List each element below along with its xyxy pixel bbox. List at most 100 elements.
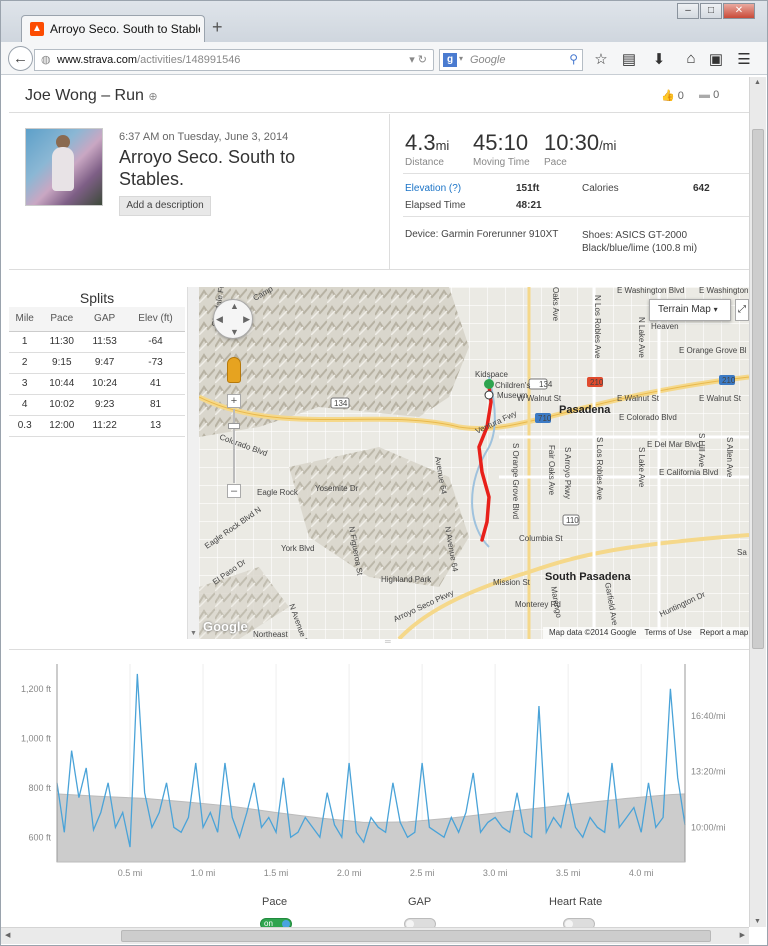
- svg-text:York Blvd: York Blvd: [281, 544, 315, 553]
- svg-text:S Hill Ave: S Hill Ave: [697, 433, 706, 468]
- new-tab-icon[interactable]: +: [212, 17, 223, 37]
- split-cell: 0.3: [9, 415, 41, 437]
- svg-text:134: 134: [334, 399, 348, 408]
- menu-icon[interactable]: ☰: [737, 51, 751, 68]
- back-icon[interactable]: ←: [8, 46, 33, 71]
- split-cell: 9:15: [40, 352, 84, 374]
- strava-favicon-icon: ▲: [30, 22, 44, 36]
- x-tick-label: 2.5 mi: [410, 868, 435, 878]
- y-left-tick-label: 600 ft: [28, 832, 51, 842]
- y-right-tick-label: 16:40/mi: [691, 711, 726, 721]
- street-view-pegman-icon[interactable]: [227, 357, 241, 383]
- activity-summary: 6:37 AM on Tuesday, June 3, 2014 Arroyo …: [9, 114, 749, 270]
- heart-rate-toggle[interactable]: [563, 918, 595, 927]
- pan-right-icon[interactable]: ▶: [243, 314, 250, 324]
- split-row[interactable]: 1 11:30 11:53 -64: [9, 331, 185, 353]
- pace-toggle[interactable]: on: [260, 918, 292, 927]
- athlete-avatar[interactable]: [25, 128, 103, 206]
- scroll-down-icon[interactable]: ▼: [754, 918, 761, 925]
- split-column-header: GAP: [83, 307, 127, 332]
- gap-toggle[interactable]: [404, 918, 436, 927]
- route-map[interactable]: 134 134 210 210 710 110 E Washington Blv…: [199, 287, 749, 639]
- scroll-left-icon[interactable]: ◀: [5, 932, 11, 939]
- pan-left-icon[interactable]: ◀: [216, 314, 223, 324]
- svg-text:S Arroyo Pkwy: S Arroyo Pkwy: [563, 447, 572, 499]
- split-cell: -73: [126, 352, 185, 374]
- scroll-up-icon[interactable]: ▲: [754, 79, 761, 86]
- terms-link[interactable]: Terms of Use: [644, 628, 692, 637]
- split-cell: 11:30: [40, 331, 84, 353]
- split-column-header: Mile: [9, 307, 41, 332]
- split-cell: 41: [126, 373, 185, 395]
- pan-down-icon[interactable]: ▼: [230, 327, 239, 337]
- split-cell: 2: [9, 352, 41, 374]
- svg-text:South Pasadena: South Pasadena: [545, 571, 631, 583]
- zoom-slider-track[interactable]: [233, 409, 235, 483]
- dropdown-icon[interactable]: ▾: [459, 54, 464, 63]
- screenshot-icon[interactable]: ▣: [708, 51, 724, 68]
- zoom-out-button[interactable]: –: [227, 484, 241, 498]
- split-row[interactable]: 4 10:02 9:23 81: [9, 394, 185, 416]
- minimize-icon[interactable]: –: [677, 3, 699, 19]
- split-cell: 4: [9, 394, 41, 416]
- elapsed-time-label: Elapsed Time: [405, 200, 466, 211]
- zoom-in-button[interactable]: +: [227, 394, 241, 408]
- reading-list-icon[interactable]: ▤: [621, 51, 637, 68]
- activity-title[interactable]: Arroyo Seco. South to Stables.: [119, 147, 296, 189]
- reload-icon[interactable]: ▾ ↻: [409, 54, 427, 66]
- fullscreen-icon[interactable]: ⤢: [735, 299, 749, 321]
- home-icon[interactable]: ⌂: [686, 50, 696, 67]
- pan-up-icon[interactable]: ▲: [230, 301, 239, 311]
- download-icon[interactable]: ⬇: [652, 51, 666, 68]
- pan-control[interactable]: ▲ ◀ ▶ ▼: [213, 299, 253, 339]
- moving-time-stat: 45:10 Moving Time: [473, 130, 530, 168]
- scroll-thumb[interactable]: [121, 930, 711, 942]
- globe-icon: ◍: [41, 54, 51, 66]
- elevation-pace-chart[interactable]: 0.5 mi 1.0 mi 1.5 mi 2.0 mi 2.5 mi 3.0 mi 3.5 …: [9, 649, 749, 927]
- pace-line: [56, 673, 686, 848]
- url-bar[interactable]: ◍ www.strava.com/activities/148991546 ▾ …: [34, 49, 434, 71]
- svg-text:Monterey Rd: Monterey Rd: [515, 600, 561, 609]
- split-row[interactable]: 3 10:44 10:24 41: [9, 373, 185, 395]
- elevation-help-link[interactable]: Elevation (?): [405, 183, 462, 194]
- elapsed-time-value: 48:21: [516, 200, 542, 211]
- maximize-icon[interactable]: □: [700, 3, 722, 19]
- svg-text:Sa: Sa: [737, 548, 747, 557]
- svg-text:S Allen Ave: S Allen Ave: [725, 437, 734, 478]
- x-tick-label: 3.5 mi: [556, 868, 581, 878]
- scroll-right-icon[interactable]: ▶: [739, 932, 745, 939]
- zoom-slider-handle[interactable]: [228, 423, 240, 429]
- svg-text:S Orange Grove Blvd: S Orange Grove Blvd: [511, 443, 520, 519]
- svg-text:Heaven: Heaven: [651, 322, 679, 331]
- chevron-down-icon: ▾: [713, 305, 718, 314]
- split-cell: 13: [126, 415, 185, 437]
- svg-text:E Walnut St: E Walnut St: [617, 394, 660, 403]
- tab-title: Arroyo Seco. South to Stables. ...: [50, 22, 200, 36]
- map-type-select[interactable]: Terrain Map ▾: [649, 299, 731, 321]
- search-icon[interactable]: ⚲: [569, 52, 578, 66]
- title-bar: ▲ Arroyo Seco. South to Stables. ... + –…: [1, 1, 767, 42]
- scroll-thumb[interactable]: [752, 129, 764, 649]
- page-horizontal-scrollbar[interactable]: ◀ ▶: [1, 927, 749, 944]
- splits-scrollbar[interactable]: ▼: [187, 287, 199, 639]
- report-map-link[interactable]: Report a map: [699, 628, 749, 637]
- svg-text:Fair Oaks Ave: Fair Oaks Ave: [547, 445, 556, 496]
- scroll-down-icon[interactable]: ▼: [190, 630, 197, 637]
- splits-panel: Splits Mile Pace GAP Elev (ft) 1 11:30 11:53-…: [9, 287, 199, 639]
- split-row[interactable]: 0.3 12:00 11:22 13: [9, 415, 185, 437]
- split-cell: 81: [126, 394, 185, 416]
- split-cell: 10:44: [40, 373, 84, 395]
- resize-grip-icon[interactable]: ═: [385, 637, 391, 646]
- splits-title: Splits: [79, 290, 115, 306]
- search-box[interactable]: g ▾ Google ⚲: [439, 49, 583, 71]
- shoes-info: Shoes: ASICS GT-2000 Black/blue/lime (10…: [582, 230, 698, 254]
- close-icon[interactable]: ✕: [723, 3, 755, 19]
- bookmark-star-icon[interactable]: ☆: [594, 51, 608, 68]
- add-description-button[interactable]: Add a description: [119, 196, 211, 216]
- browser-tab[interactable]: ▲ Arroyo Seco. South to Stables. ...: [21, 15, 205, 42]
- kudos-button[interactable]: 👍 0: [661, 90, 684, 102]
- split-row[interactable]: 2 9:15 9:47 -73: [9, 352, 185, 374]
- comment-button[interactable]: ▬ 0: [699, 89, 720, 101]
- page-vertical-scrollbar[interactable]: ▲ ▼: [749, 77, 766, 927]
